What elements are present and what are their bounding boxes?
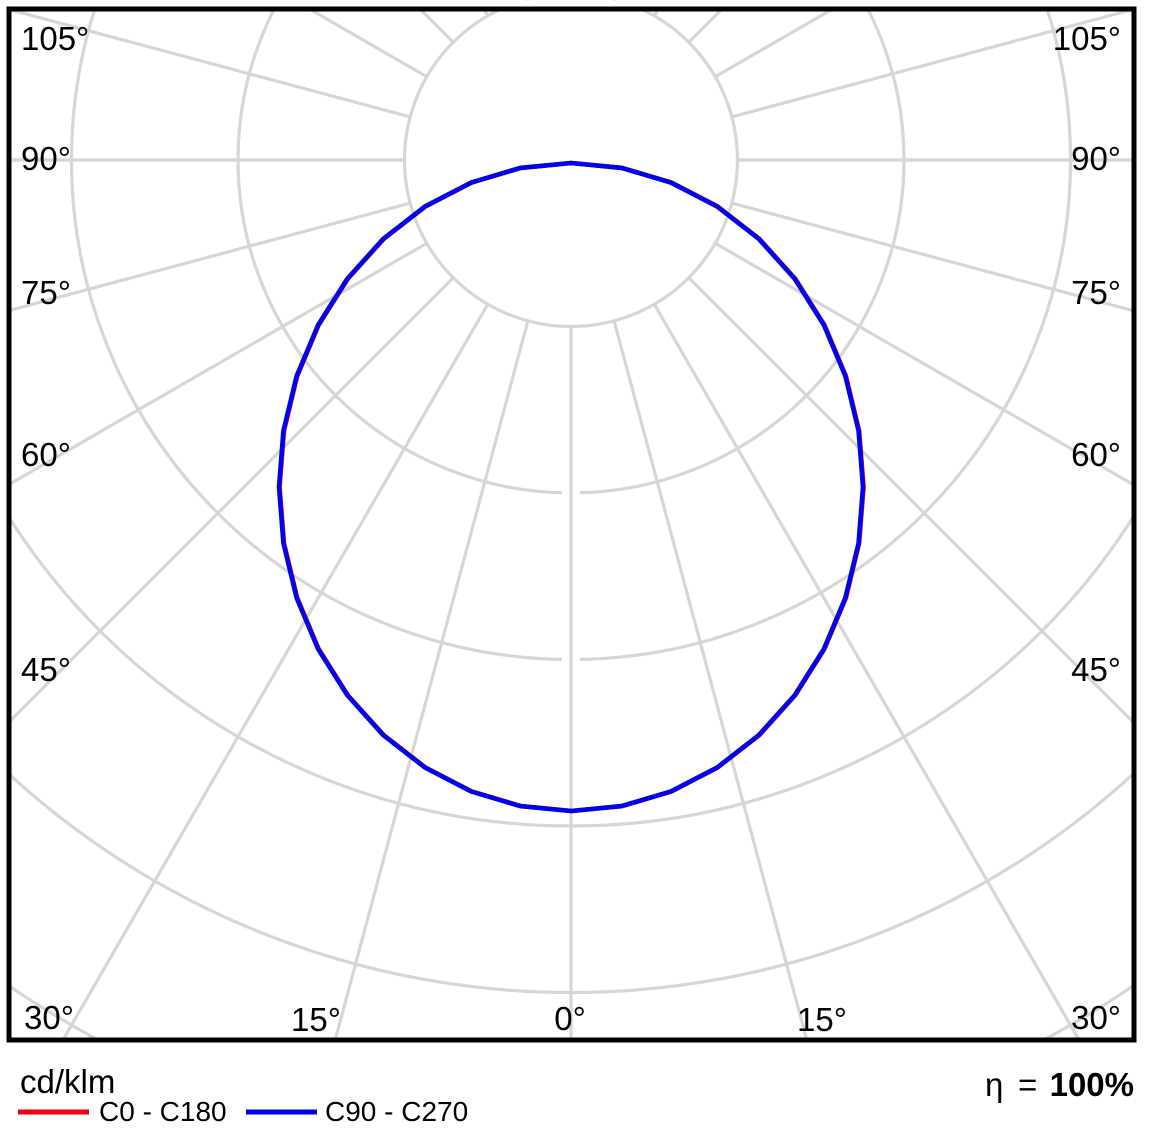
svg-text:90°: 90° bbox=[1071, 140, 1121, 177]
svg-text:90°: 90° bbox=[21, 140, 71, 177]
svg-text:cd/klm: cd/klm bbox=[20, 1063, 115, 1100]
svg-text:60°: 60° bbox=[1071, 436, 1121, 473]
svg-text:0°: 0° bbox=[554, 1000, 586, 1037]
svg-text:45°: 45° bbox=[21, 651, 71, 688]
svg-text:30°: 30° bbox=[24, 999, 74, 1036]
svg-text:15°: 15° bbox=[797, 1001, 847, 1038]
svg-text:=: = bbox=[1018, 1066, 1037, 1103]
svg-text:75°: 75° bbox=[21, 274, 71, 311]
svg-text:105°: 105° bbox=[1053, 20, 1121, 57]
svg-text:105°: 105° bbox=[21, 20, 89, 57]
svg-text:C0 - C180: C0 - C180 bbox=[99, 1096, 227, 1127]
svg-text:100%: 100% bbox=[1050, 1066, 1134, 1103]
svg-text:60°: 60° bbox=[21, 436, 71, 473]
svg-text:75°: 75° bbox=[1071, 274, 1121, 311]
svg-text:30°: 30° bbox=[1071, 999, 1121, 1036]
svg-text:η: η bbox=[985, 1066, 1003, 1103]
svg-text:15°: 15° bbox=[291, 1001, 341, 1038]
svg-text:C90 - C270: C90 - C270 bbox=[325, 1096, 468, 1127]
svg-text:45°: 45° bbox=[1071, 651, 1121, 688]
